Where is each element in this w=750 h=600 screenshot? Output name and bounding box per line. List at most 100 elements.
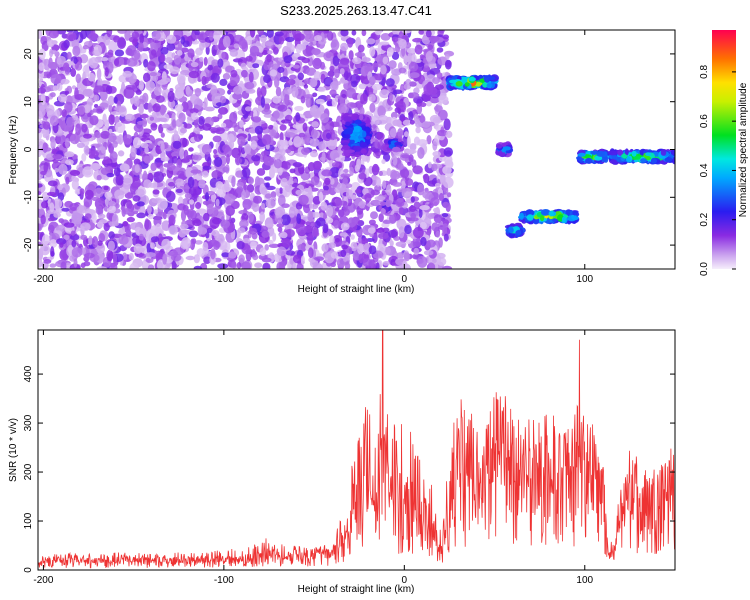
heatmap-cell (418, 208, 423, 219)
heatmap-cell (329, 167, 341, 178)
heatmap-cell (143, 58, 149, 68)
heatmap-cell (244, 143, 252, 154)
heatmap-cell (138, 233, 144, 241)
heatmap-cell (61, 109, 67, 118)
snr-series-line (38, 330, 675, 569)
heatmap-cell (285, 78, 296, 86)
heatmap-cell (229, 121, 238, 128)
heatmap-cell (276, 223, 285, 228)
heatmap-cell (321, 243, 329, 253)
heatmap-cell (113, 96, 118, 104)
heatmap-cell (289, 257, 295, 265)
heatmap-feature-1 (336, 30, 455, 269)
heatmap-cell (407, 161, 412, 166)
heatmap-cell (153, 209, 158, 215)
heatmap-cell (339, 68, 345, 75)
heatmap-cell (230, 217, 236, 224)
heatmap-cell (340, 173, 351, 178)
heatmap-cell (645, 152, 652, 157)
heatmap-cell (159, 117, 168, 123)
chart-title: S233.2025.263.13.47.C41 (280, 3, 432, 18)
heatmap-cell (74, 188, 81, 195)
heatmap-cell (345, 121, 351, 127)
heatmap-cell (314, 35, 323, 42)
heatmap-cell (540, 215, 545, 222)
heatmap-cell (192, 154, 199, 161)
heatmap-cell (211, 59, 219, 66)
heatmap-cell (277, 194, 286, 207)
heatmap-cell (265, 223, 274, 228)
heatmap-cell (275, 187, 280, 195)
heatmap-cell (114, 49, 125, 57)
heatmap-cell (291, 30, 296, 36)
heatmap-cell (283, 86, 293, 95)
heatmap-cell (309, 138, 320, 147)
heatmap-cell (104, 52, 114, 58)
heatmap-cell (354, 52, 366, 57)
heatmap-cell (408, 92, 420, 99)
heatmap-cell (261, 202, 266, 210)
heatmap-cell (408, 205, 416, 212)
heatmap-cell (133, 50, 141, 60)
heatmap-cell (349, 139, 355, 144)
heatmap-cell (177, 196, 184, 206)
heatmap-cell (82, 88, 93, 97)
heatmap-cell (444, 154, 453, 166)
heatmap-cell (47, 191, 57, 197)
heatmap-cell (257, 30, 264, 36)
heatmap-cell (403, 252, 411, 262)
heatmap-cell (455, 81, 463, 87)
heatmap-cell (442, 165, 452, 175)
heatmap-cell (224, 179, 230, 192)
heatmap-cell (215, 198, 220, 207)
heatmap-cell (106, 249, 114, 262)
heatmap-cell (185, 167, 194, 179)
heatmap-cell (47, 61, 58, 69)
heatmap-cell (113, 253, 118, 264)
heatmap-cell (136, 148, 141, 156)
heatmap-cell (87, 32, 99, 41)
heatmap-cell (340, 42, 349, 52)
heatmap-cell (420, 236, 427, 247)
heatmap-cell (50, 49, 58, 55)
heatmap-cell (264, 244, 270, 251)
heatmap-cell (519, 212, 524, 220)
heatmap-cell (115, 174, 124, 186)
heatmap-cell (242, 238, 251, 244)
heatmap-cell (122, 134, 133, 145)
heatmap-cell (439, 174, 446, 185)
heatmap-cell (150, 122, 158, 131)
heatmap-cell (409, 119, 415, 125)
heatmap-cell (114, 106, 125, 112)
heatmap-cell (228, 251, 237, 259)
heatmap-cell (374, 30, 382, 36)
heatmap-cell (103, 156, 111, 164)
heatmap-cell (389, 212, 397, 224)
heatmap-cell (259, 247, 267, 257)
heatmap-cell (147, 264, 155, 269)
colorbar-gradient (712, 30, 736, 269)
heatmap-cell (155, 211, 166, 217)
heatmap-cell (71, 174, 77, 182)
heatmap-cell (174, 83, 186, 92)
heatmap-cell (248, 227, 258, 235)
heatmap-cell (368, 219, 376, 225)
spectrogram-x-ticks: -200 -100 0 100 (33, 30, 594, 285)
heatmap-cell (304, 78, 311, 85)
heatmap-cell (176, 88, 183, 99)
heatmap-cell (571, 216, 579, 221)
heatmap-feature-2 (340, 112, 373, 158)
heatmap-cell (405, 149, 417, 155)
heatmap-cell (281, 214, 291, 226)
heatmap-cell (640, 158, 648, 163)
heatmap-cell (391, 51, 400, 60)
heatmap-feature-10 (607, 148, 675, 165)
heatmap-cell (594, 155, 603, 161)
heatmap-cell (417, 183, 425, 196)
heatmap-cell (100, 57, 109, 62)
heatmap-cell (60, 261, 67, 269)
heatmap-cell (633, 155, 641, 160)
heatmap-cell (295, 189, 303, 196)
heatmap-cell (281, 203, 290, 208)
